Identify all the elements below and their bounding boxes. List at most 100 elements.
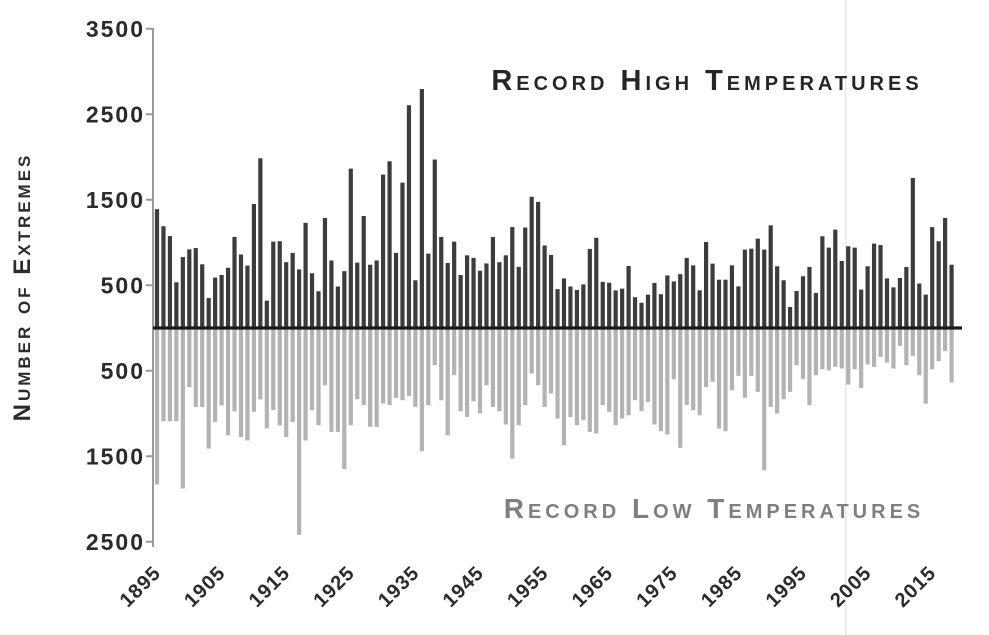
- bar-low-1915: [284, 328, 289, 438]
- bar-high-1944: [471, 257, 476, 328]
- bar-low-2002: [846, 328, 851, 385]
- bar-low-2015: [930, 328, 935, 370]
- bar-high-1903: [206, 298, 211, 328]
- bar-high-1921: [322, 217, 328, 328]
- bar-high-1958: [561, 278, 567, 328]
- bar-low-1979: [697, 328, 702, 416]
- seam-line: [845, 0, 847, 635]
- bar-high-2013: [917, 283, 922, 328]
- bar-high-1942: [458, 274, 463, 328]
- y-tick-label: 2500: [86, 529, 145, 555]
- bar-high-1898: [174, 282, 179, 328]
- bar-low-1932: [393, 328, 399, 398]
- y-tick-label: 2500: [86, 101, 145, 127]
- bar-low-1912: [264, 328, 269, 429]
- bar-high-1971: [645, 294, 651, 328]
- bar-low-1923: [335, 328, 340, 432]
- bar-high-1980: [704, 241, 709, 328]
- bar-low-1916: [290, 328, 295, 423]
- bar-low-1905: [219, 328, 224, 406]
- y-tick-label: 1500: [86, 187, 145, 213]
- x-tick-label-1985: 1985: [697, 562, 747, 612]
- bar-low-1906: [225, 328, 231, 436]
- bar-high-1994: [794, 290, 799, 328]
- bar-low-1895: [154, 328, 160, 485]
- bar-high-1920: [316, 291, 321, 329]
- bar-low-2012: [910, 328, 915, 356]
- bar-low-1928: [368, 328, 373, 427]
- bar-high-1946: [484, 263, 489, 328]
- bar-high-1910: [251, 204, 256, 328]
- x-tick-label-1965: 1965: [568, 562, 618, 612]
- bar-low-1987: [749, 328, 754, 376]
- bar-low-1960: [574, 328, 579, 426]
- bar-low-1980: [704, 328, 709, 387]
- bar-high-1972: [652, 282, 657, 328]
- bar-high-1938: [432, 159, 437, 328]
- bar-high-1902: [200, 264, 205, 328]
- bar-high-1928: [368, 264, 373, 328]
- x-tick-label-1925: 1925: [309, 562, 359, 612]
- bar-low-1943: [464, 328, 470, 417]
- bar-high-1936: [419, 89, 424, 328]
- bar-low-1917: [297, 328, 302, 535]
- bar-high-1926: [355, 262, 360, 328]
- bar-low-1925: [348, 328, 353, 426]
- bar-high-1975: [671, 281, 676, 328]
- bar-high-1939: [439, 236, 444, 328]
- bar-low-1983: [723, 328, 728, 432]
- bar-low-1920: [316, 328, 321, 426]
- bar-high-1996: [807, 266, 812, 328]
- bar-high-1924: [342, 271, 347, 328]
- bar-high-1912: [264, 300, 269, 328]
- x-tick-label-1995: 1995: [762, 562, 812, 612]
- bar-low-1997: [813, 328, 819, 376]
- bar-high-2016: [936, 241, 941, 328]
- bar-low-2004: [859, 328, 864, 388]
- bar-low-1950: [510, 328, 515, 459]
- bar-low-2003: [852, 328, 857, 370]
- y-axis-title: Number of Extremes: [9, 153, 36, 422]
- bar-high-1929: [374, 260, 379, 328]
- bar-low-1993: [787, 328, 793, 392]
- bar-low-2000: [833, 328, 838, 367]
- y-tick-label: 500: [101, 272, 145, 298]
- bar-low-2005: [865, 328, 870, 365]
- bar-high-2012: [910, 177, 915, 328]
- bar-high-1983: [723, 279, 728, 328]
- x-tick-label-1915: 1915: [245, 562, 295, 612]
- bar-low-1929: [374, 328, 379, 427]
- bar-high-1941: [452, 241, 457, 328]
- bar-low-1911: [258, 328, 263, 400]
- bar-high-1953: [529, 196, 534, 328]
- bar-high-1911: [258, 158, 263, 328]
- bar-high-1966: [613, 290, 618, 328]
- bar-low-1904: [213, 328, 218, 423]
- bar-low-1944: [471, 328, 476, 402]
- bar-low-1965: [607, 328, 612, 412]
- bar-low-2008: [884, 328, 890, 363]
- chart-title-high: Record High Temperatures: [491, 65, 922, 97]
- bar-low-2010: [897, 328, 902, 346]
- bar-low-2007: [878, 328, 883, 357]
- bar-high-1988: [755, 238, 760, 328]
- bar-low-1972: [652, 328, 657, 425]
- bar-low-1900: [187, 328, 192, 387]
- bar-high-1959: [568, 286, 573, 328]
- bar-low-1934: [406, 328, 412, 396]
- bar-high-2015: [930, 227, 935, 328]
- bar-low-1990: [768, 328, 773, 407]
- bar-high-1984: [729, 265, 735, 328]
- bar-high-1968: [626, 266, 631, 328]
- bar-high-1904: [213, 277, 218, 329]
- bar-high-1979: [697, 290, 702, 328]
- bar-low-1948: [497, 328, 502, 412]
- bar-low-1942: [458, 328, 463, 412]
- bar-low-1963: [594, 328, 599, 434]
- bar-high-1947: [490, 236, 496, 328]
- bar-low-2017: [943, 328, 948, 352]
- bar-high-2004: [859, 289, 864, 328]
- bar-low-1951: [516, 328, 521, 426]
